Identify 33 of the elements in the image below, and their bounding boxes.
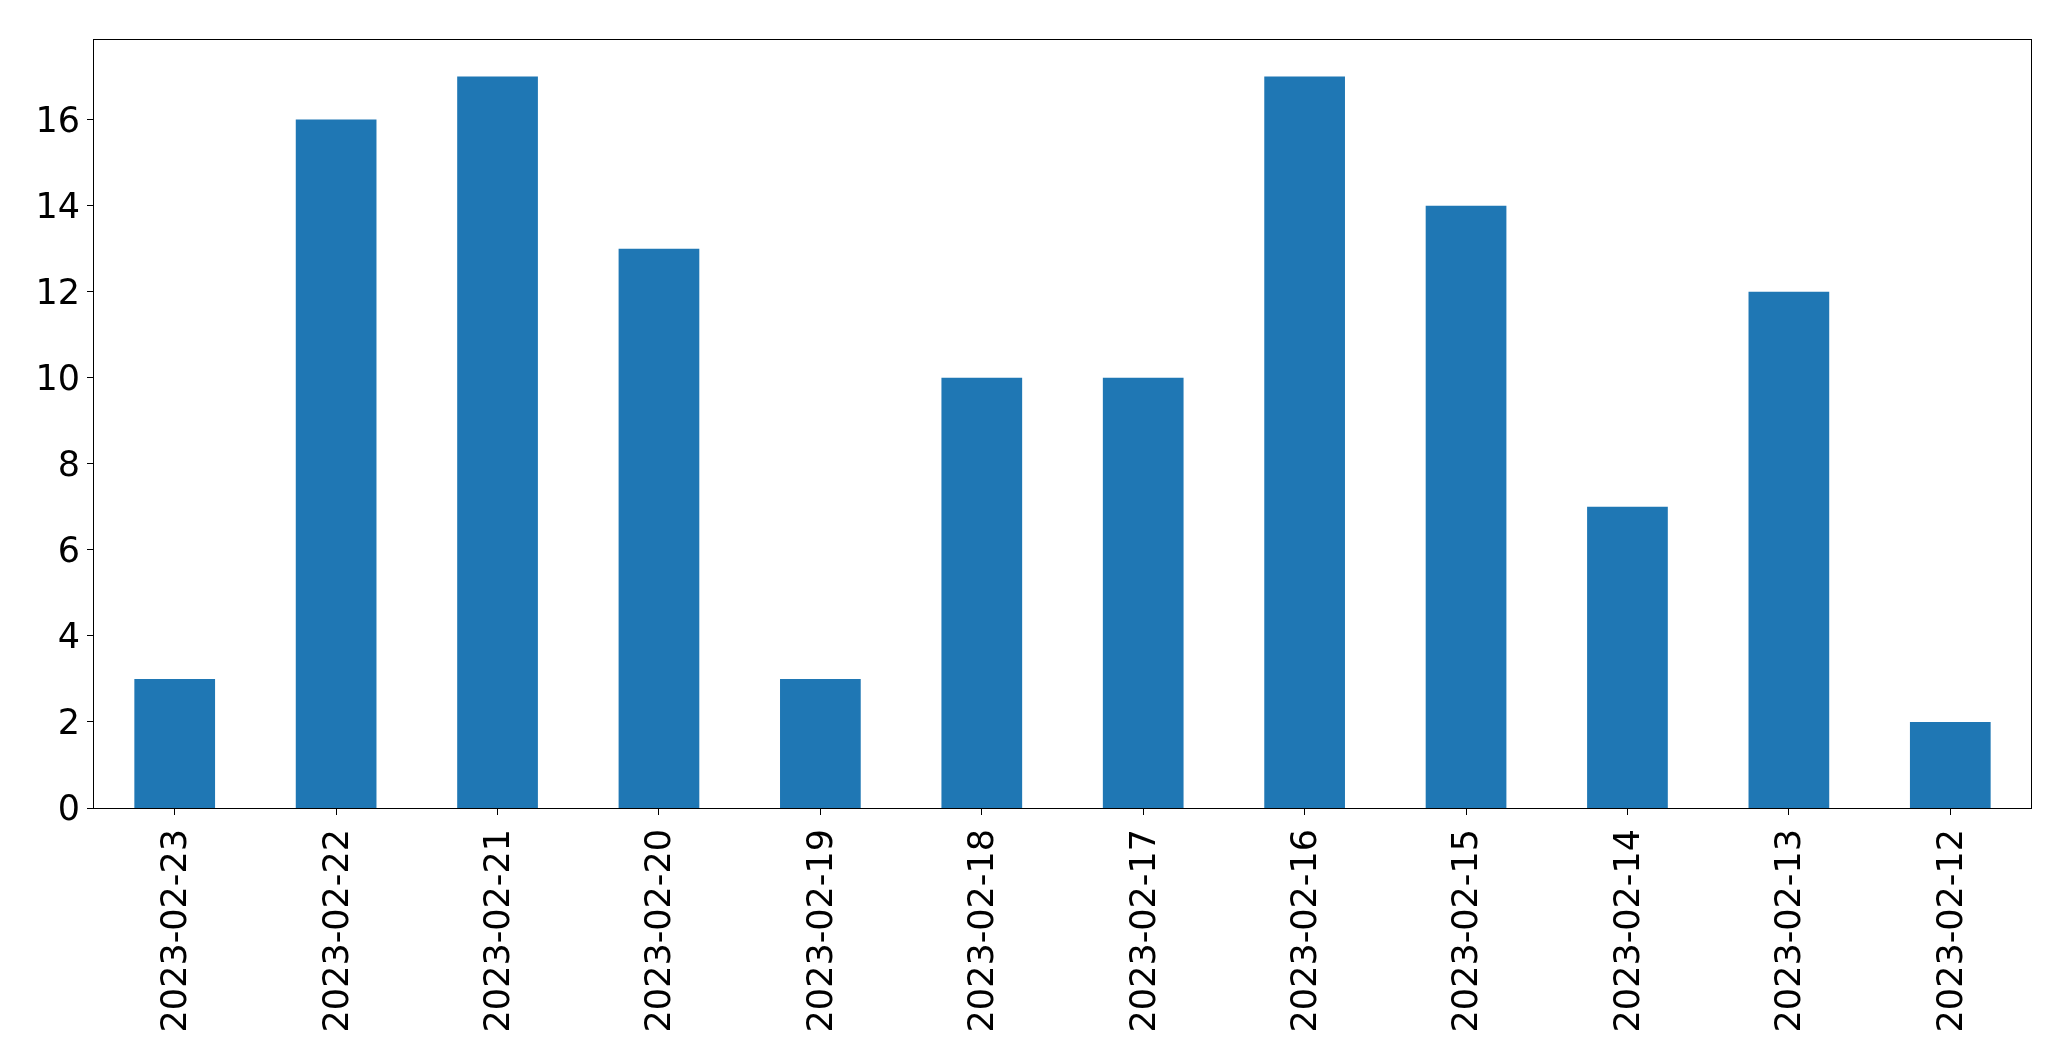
x-tick-label: 2023-02-13 xyxy=(1768,829,1809,1033)
bar xyxy=(1587,506,1668,808)
bar xyxy=(1748,291,1830,808)
y-tick-label: 16 xyxy=(35,99,80,140)
bar xyxy=(941,377,1023,808)
y-tick-label: 2 xyxy=(57,702,80,743)
x-tick-label: 2023-02-12 xyxy=(1929,829,1970,1033)
bar xyxy=(618,248,700,808)
x-tick-label: 2023-02-20 xyxy=(638,829,679,1033)
y-tick-label: 8 xyxy=(57,444,80,485)
bar xyxy=(1264,76,1345,808)
y-tick-label: 12 xyxy=(35,271,80,312)
y-tick-label: 10 xyxy=(35,358,80,398)
x-tick-label: 2023-02-17 xyxy=(1122,829,1163,1033)
x-tick-label: 2023-02-16 xyxy=(1283,829,1324,1033)
y-tick-label: 0 xyxy=(57,788,80,829)
x-tick-label: 2023-02-22 xyxy=(315,829,356,1033)
x-tick-label: 2023-02-18 xyxy=(961,829,1002,1033)
bar xyxy=(295,119,377,808)
bar xyxy=(1909,721,1991,808)
bar xyxy=(1102,377,1184,808)
x-tick-label: 2023-02-21 xyxy=(476,829,517,1033)
x-tick-label: 2023-02-19 xyxy=(799,829,840,1033)
x-tick-label: 2023-02-15 xyxy=(1445,829,1486,1033)
bar xyxy=(1425,205,1507,808)
bar xyxy=(457,76,538,808)
bar xyxy=(134,678,216,808)
bar xyxy=(780,678,861,808)
y-tick-label: 14 xyxy=(35,185,80,226)
x-tick-label: 2023-02-23 xyxy=(154,829,195,1033)
x-tick-label: 2023-02-14 xyxy=(1606,829,1647,1033)
y-tick-label: 6 xyxy=(57,530,80,571)
y-tick-label: 4 xyxy=(57,616,80,657)
